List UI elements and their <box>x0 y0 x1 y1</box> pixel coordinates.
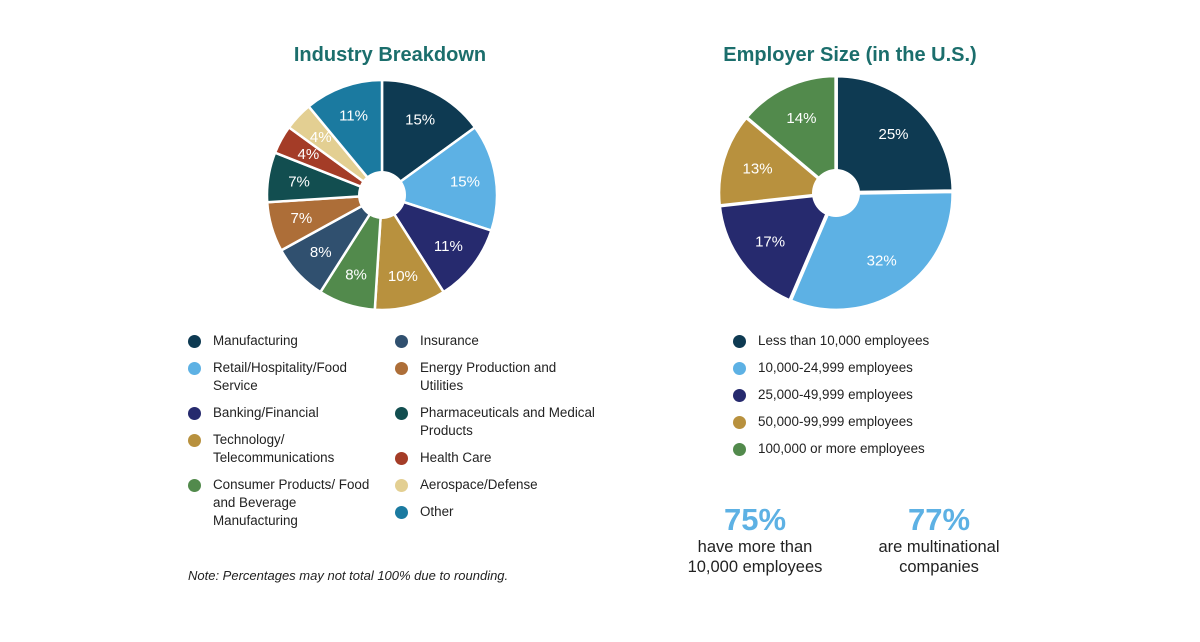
legend-item: Aerospace/Defense <box>395 476 595 494</box>
legend-item: Health Care <box>395 449 595 467</box>
legend-item: Pharmaceuticals and Medical Products <box>395 404 595 440</box>
legend-label: 10,000-24,999 employees <box>758 360 913 375</box>
pie-center-hole <box>812 169 860 217</box>
pie-slice-label: 13% <box>743 161 773 178</box>
legend-item: Technology/ Telecommunications <box>188 431 378 467</box>
pie-slice <box>718 192 837 302</box>
legend-item: Other <box>395 503 595 521</box>
stat-text-line-1: have more than <box>697 538 813 556</box>
pie-slice-label: 25% <box>879 126 909 143</box>
legend-label: Other <box>420 504 454 519</box>
legend-swatch <box>733 335 746 348</box>
pie-slice-label: 8% <box>310 244 332 261</box>
legend-item: Energy Production and Utilities <box>395 359 595 395</box>
pie-slice <box>307 78 384 197</box>
pie-slice <box>717 116 837 207</box>
pie-center-hole <box>358 171 406 219</box>
stat-value: 77% <box>907 502 971 537</box>
pie-slice <box>835 75 954 194</box>
pie-slice-label: 14% <box>786 110 816 127</box>
industry-legend-col-1: Manufacturing Retail/Hospitality/Food Se… <box>188 332 378 539</box>
pie-slice-label: 7% <box>290 210 312 227</box>
legend-swatch <box>395 479 408 492</box>
pie-slice-label: 8% <box>345 266 367 283</box>
legend-swatch <box>188 479 201 492</box>
legend-label: Health Care <box>420 450 492 465</box>
pie-slice <box>789 190 954 312</box>
pie-slice-label: 11% <box>339 107 368 124</box>
pie-slice-label: 15% <box>405 112 435 129</box>
pie-slice-label: 11% <box>434 238 463 255</box>
pie-slice-label: 4% <box>310 129 332 146</box>
pie-slice-label: 32% <box>867 253 897 270</box>
legend-item: Retail/Hospitality/Food Service <box>188 359 378 395</box>
legend-item: Insurance <box>395 332 595 350</box>
legend-item: 25,000-49,999 employees <box>733 386 973 404</box>
legend-item: Banking/Financial <box>188 404 378 422</box>
industry-chart-title: Industry Breakdown <box>293 44 487 66</box>
legend-swatch <box>395 362 408 375</box>
legend-label: Aerospace/Defense <box>420 477 538 492</box>
legend-label: Consumer Products/ Food and Beverage Man… <box>213 477 370 528</box>
legend-swatch <box>733 416 746 429</box>
pie-slice <box>380 126 499 232</box>
pie-slice-label: 17% <box>755 233 785 250</box>
legend-item: Less than 10,000 employees <box>733 332 973 350</box>
pie-slice <box>373 193 445 312</box>
pie-slice <box>745 74 837 194</box>
legend-label: 50,000-99,999 employees <box>758 414 913 429</box>
pie-slice <box>380 193 493 294</box>
stat-text-line-1: are multinational <box>878 538 1000 556</box>
legend-swatch <box>188 362 201 375</box>
legend-label: Pharmaceuticals and Medical Products <box>420 405 595 438</box>
legend-swatch <box>188 434 201 447</box>
legend-label: Less than 10,000 employees <box>758 333 930 348</box>
stat-text-line-2: companies <box>899 558 979 576</box>
pie-slice-label: 7% <box>288 173 310 190</box>
industry-breakdown-panel: Industry Breakdown 15% 15% 11% 10% 8% 8% 7% 7% 4… <box>170 0 610 642</box>
legend-item: Manufacturing <box>188 332 378 350</box>
legend-label: Retail/Hospitality/Food Service <box>213 360 347 393</box>
stat-value: 75% <box>723 502 787 537</box>
rounding-note: Note: Percentages may not total 100% due… <box>188 568 509 583</box>
legend-item: 50,000-99,999 employees <box>733 413 973 431</box>
pie-slice-label: 10% <box>388 268 418 285</box>
stat-multinational: 77% are multinational companies <box>854 503 1024 577</box>
stat-large-employers: 75% have more than 10,000 employees <box>670 503 840 577</box>
legend-label: 25,000-49,999 employees <box>758 387 913 402</box>
legend-label: Insurance <box>420 333 479 348</box>
legend-swatch <box>733 362 746 375</box>
legend-swatch <box>188 407 201 420</box>
legend-label: 100,000 or more employees <box>758 441 925 456</box>
legend-swatch <box>188 335 201 348</box>
legend-item: 10,000-24,999 employees <box>733 359 973 377</box>
legend-item: Consumer Products/ Food and Beverage Man… <box>188 476 378 530</box>
legend-swatch <box>395 506 408 519</box>
legend-label: Banking/Financial <box>213 405 319 420</box>
employer-size-panel: Employer Size (in the U.S.) 25% 32% 17% 13%… <box>680 0 1020 642</box>
employer-pie-chart: 25% 32% 17% 13% 14% <box>717 74 954 312</box>
legend-swatch <box>733 389 746 402</box>
pie-slice-label: 15% <box>450 173 480 190</box>
legend-label: Manufacturing <box>213 333 298 348</box>
legend-swatch <box>395 407 408 420</box>
legend-label: Energy Production and Utilities <box>420 360 557 393</box>
legend-swatch <box>395 452 408 465</box>
industry-legend-col-2: Insurance Energy Production and Utilitie… <box>395 332 595 530</box>
industry-pie-chart: 15% 15% 11% 10% 8% 8% 7% 7% 4%4% 11% <box>265 78 499 312</box>
legend-item: 100,000 or more employees <box>733 440 973 458</box>
employer-chart-title: Employer Size (in the U.S.) <box>723 44 977 66</box>
pie-slice <box>380 78 477 197</box>
stat-text-line-2: 10,000 employees <box>687 558 823 576</box>
legend-label: Technology/ Telecommunications <box>213 432 335 465</box>
legend-swatch <box>395 335 408 348</box>
employer-legend: Less than 10,000 employees 10,000-24,999… <box>733 332 973 467</box>
pie-slice-label: 4% <box>298 146 320 163</box>
legend-swatch <box>733 443 746 456</box>
